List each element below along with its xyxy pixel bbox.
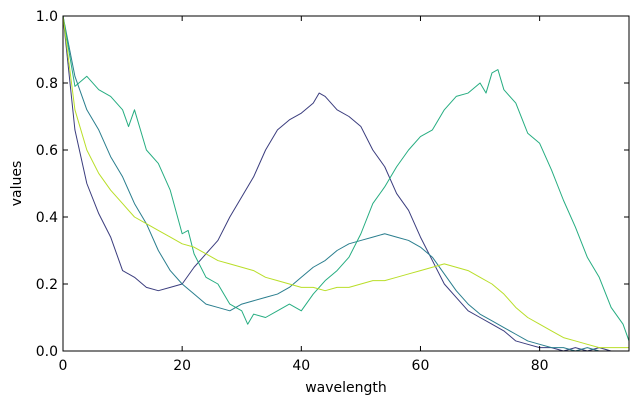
x-tick-label: 20	[173, 358, 191, 374]
x-axis-label: wavelength	[305, 380, 387, 396]
x-tick-label: 60	[412, 358, 430, 374]
series-layer	[62, 15, 630, 352]
y-tick-label: 1.0	[36, 9, 58, 25]
plot-area-frame	[62, 15, 630, 352]
series-line-3	[62, 15, 630, 342]
x-tick-label: 80	[531, 358, 549, 374]
series-line-2	[62, 15, 629, 352]
y-tick-label: 0.2	[36, 277, 58, 293]
y-tick-label: 0.4	[36, 210, 58, 226]
y-tick-label: 0.8	[36, 76, 58, 92]
y-axis-label: values	[9, 161, 25, 207]
y-tick-label: 0.6	[36, 143, 58, 159]
x-tick-label: 40	[292, 358, 310, 374]
series-line-1	[62, 15, 629, 352]
y-tick-label: 0.0	[36, 344, 58, 360]
axis-ticks: 0 20 40 60 80 0.0 0.2 0.4 0.6 0.8 1.0	[36, 9, 629, 374]
series-line-4	[62, 15, 629, 349]
x-tick-label: 0	[59, 358, 68, 374]
